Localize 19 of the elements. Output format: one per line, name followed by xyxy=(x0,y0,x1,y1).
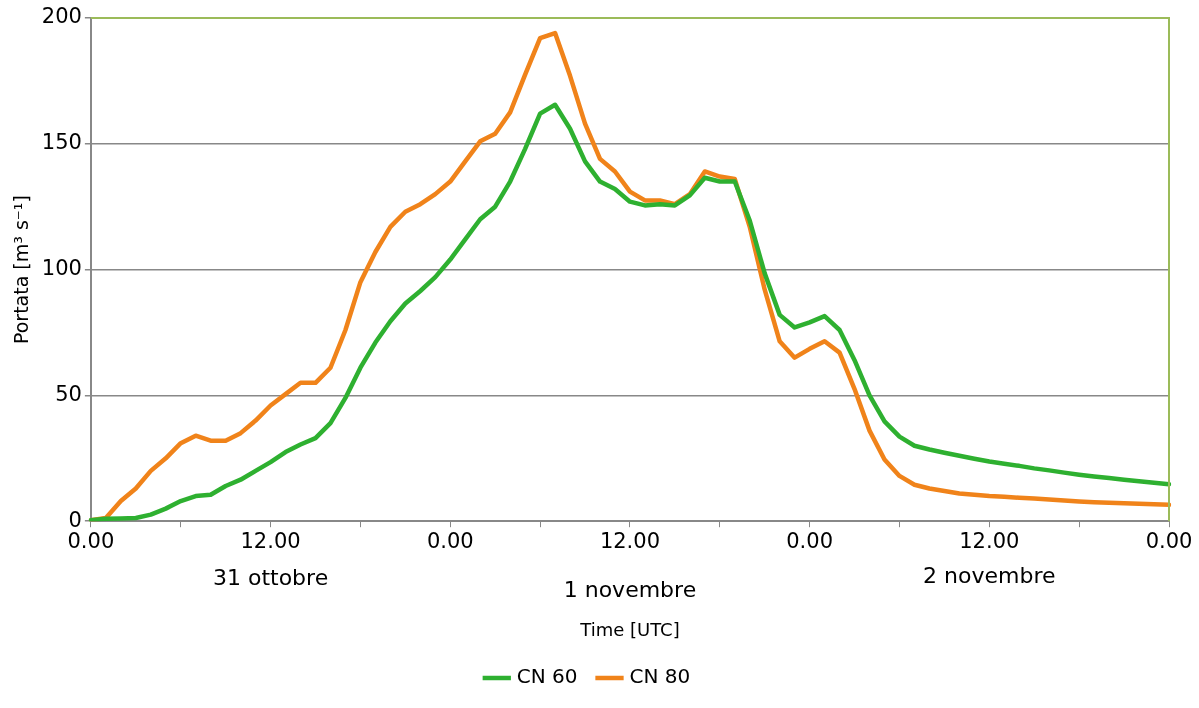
x-tick-label: 0.00 xyxy=(67,529,115,554)
x-tick-label: 12.00 xyxy=(240,529,301,554)
text: 1 novembre xyxy=(563,576,697,602)
y-axis-title: Portata [m³ s⁻¹] xyxy=(10,195,33,345)
x-tick-label: 0.00 xyxy=(426,529,474,554)
y-tick-label: 100 xyxy=(41,256,82,281)
legend-label: CN 60 xyxy=(516,664,578,689)
text: 31 ottobre xyxy=(212,564,329,590)
x-axis-title: Time [UTC] xyxy=(579,618,680,640)
y-tick-label: 150 xyxy=(41,130,82,155)
x-tick-label: 12.00 xyxy=(599,529,660,554)
y-tick-label: 0 xyxy=(68,507,82,532)
y-tick-label: 200 xyxy=(41,4,82,29)
x-tick-label: 12.00 xyxy=(959,529,1020,554)
x-tick-label: 0.00 xyxy=(1145,529,1193,554)
text: 2 novembre xyxy=(923,562,1056,588)
legend-label: CN 80 xyxy=(629,664,691,689)
x-tick-label: 0.00 xyxy=(786,529,834,554)
y-tick-label: 50 xyxy=(55,381,82,406)
